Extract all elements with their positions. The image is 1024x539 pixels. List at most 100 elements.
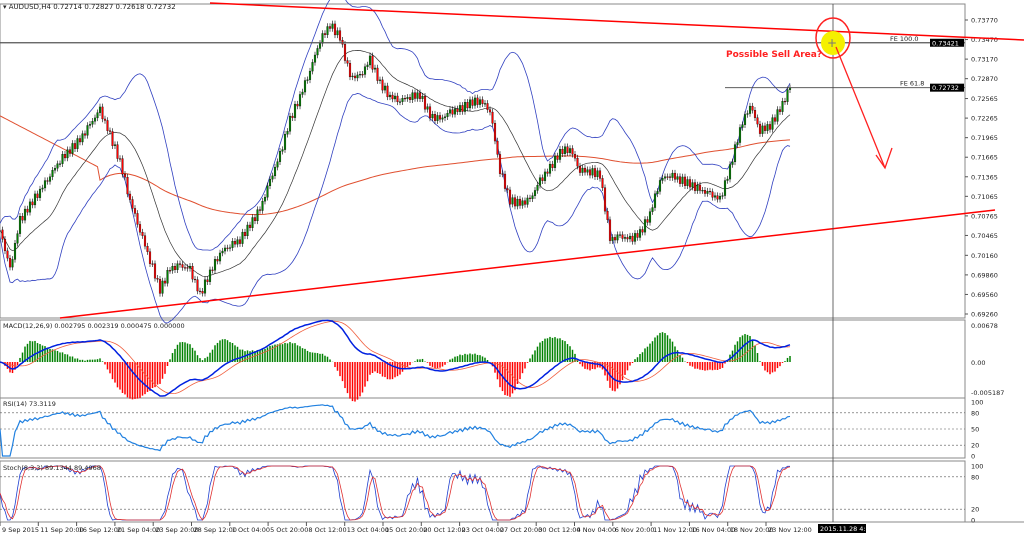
candle — [166, 270, 169, 284]
time-tick-label: 1 Oct 04:00 — [232, 526, 270, 534]
candle — [763, 125, 767, 131]
candle — [716, 195, 719, 200]
price-tick-label: 0.71965 — [971, 134, 998, 142]
candle — [313, 54, 317, 63]
price-tick-label: 0.71665 — [971, 154, 998, 162]
candle — [163, 280, 167, 284]
candle — [628, 235, 632, 240]
stoch-label: Stoch(8,3,3) 89.1344 89.4968 — [3, 464, 101, 472]
candle — [393, 95, 397, 100]
highlight-circle — [821, 31, 845, 55]
candle — [768, 124, 772, 130]
candle — [186, 267, 189, 269]
candle — [316, 48, 319, 56]
candle — [456, 108, 459, 112]
time-tick-label: 16 Nov 04:00 — [691, 526, 735, 534]
candle — [243, 231, 247, 237]
candle — [38, 188, 42, 198]
bollinger-lower-band — [0, 93, 791, 324]
candle — [683, 176, 687, 186]
candle — [51, 170, 54, 177]
candle — [191, 266, 194, 280]
candle — [636, 233, 639, 238]
candle — [93, 117, 97, 122]
candle — [126, 177, 129, 195]
price-marker-box — [930, 38, 964, 47]
candle — [41, 187, 44, 190]
candle — [743, 114, 747, 125]
candle — [36, 193, 39, 198]
candle — [776, 109, 779, 122]
time-tick-label: 6 Nov 20:00 — [615, 526, 655, 534]
candle — [418, 92, 422, 99]
candle — [653, 193, 657, 208]
candle — [771, 117, 774, 130]
candle — [506, 188, 509, 191]
candle — [43, 180, 47, 189]
candle — [331, 23, 334, 29]
candle — [283, 134, 287, 150]
candle — [473, 97, 477, 106]
candle — [138, 224, 142, 233]
candle — [366, 64, 369, 67]
price-tick-label: 0.69560 — [971, 291, 998, 299]
stoch-signal-line — [0, 465, 791, 521]
candle — [548, 163, 552, 174]
crosshair-icon: + — [827, 36, 837, 50]
candle — [403, 98, 407, 100]
sell-area-annotation: Possible Sell Area? — [726, 50, 823, 60]
candle — [158, 279, 162, 294]
candle — [691, 182, 694, 188]
collapse-triangle-icon[interactable]: ▾ — [3, 3, 7, 11]
candle — [551, 163, 554, 168]
time-tick-label: 5 Oct 20:00 — [270, 526, 308, 534]
stoch-tick-label: 0 — [971, 517, 975, 525]
candle — [523, 200, 527, 205]
candle — [703, 190, 707, 194]
candle — [31, 201, 34, 206]
candle — [543, 171, 547, 181]
candle — [346, 60, 349, 64]
candle — [518, 198, 522, 206]
candle — [758, 123, 762, 134]
candle — [458, 105, 462, 112]
candle — [46, 180, 49, 182]
candle — [723, 180, 727, 196]
candle — [226, 247, 229, 249]
candle — [326, 26, 329, 35]
candle — [368, 55, 372, 66]
candle — [276, 161, 279, 168]
candle — [528, 197, 532, 199]
candle — [241, 231, 244, 244]
price-tick-label: 0.69260 — [971, 311, 998, 319]
panel-frame — [0, 3, 966, 319]
candle — [16, 233, 19, 244]
candle — [371, 55, 374, 70]
candle — [441, 117, 444, 120]
candle — [503, 173, 507, 189]
candle — [121, 158, 124, 175]
candle — [266, 185, 269, 198]
candle — [378, 79, 382, 81]
candle — [511, 197, 514, 205]
candle — [203, 279, 207, 294]
candle — [491, 111, 494, 124]
candle — [596, 170, 599, 177]
candle — [423, 96, 427, 110]
candle — [221, 250, 224, 254]
candle — [291, 115, 294, 118]
candle — [111, 131, 114, 146]
candle — [493, 123, 497, 142]
time-tick-label: 30 Oct 12:00 — [538, 526, 580, 534]
candle — [231, 241, 234, 248]
candle — [673, 172, 677, 180]
candle — [461, 105, 464, 112]
candle — [296, 103, 299, 107]
candle — [726, 178, 729, 181]
candle — [638, 229, 642, 238]
candle — [63, 154, 67, 159]
candle — [353, 75, 357, 79]
candle — [338, 30, 342, 41]
